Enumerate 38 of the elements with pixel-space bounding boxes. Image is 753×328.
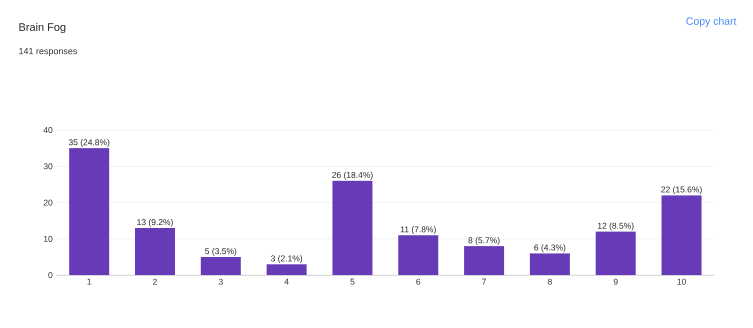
bar (200, 257, 241, 276)
y-tick-label: 40 (44, 127, 52, 133)
bar (398, 235, 438, 276)
x-tick-label: 2 (153, 278, 157, 285)
bar (530, 253, 570, 276)
y-tick-label: 30 (44, 163, 52, 170)
bar (69, 148, 110, 276)
data-label: 35 (24.8%) (68, 139, 110, 147)
data-label: 26 (18.4%) (332, 172, 373, 180)
x-tick-label: 7 (482, 278, 486, 285)
data-label: 3 (2.1%) (270, 255, 302, 264)
x-tick-label: 5 (350, 278, 354, 285)
bar (332, 180, 372, 276)
bar (266, 264, 307, 276)
x-tick-label: 9 (614, 278, 618, 285)
bar (134, 228, 175, 276)
x-tick-label: 6 (416, 278, 420, 285)
data-label: 22 (15.6%) (661, 186, 702, 194)
data-label: 6 (4.3%) (534, 244, 566, 252)
bar (596, 232, 636, 276)
x-tick-label: 4 (284, 278, 289, 285)
y-tick-label: 20 (44, 200, 52, 206)
data-label: 13 (9.2%) (137, 218, 173, 227)
x-tick-label: 1 (87, 278, 92, 285)
x-tick-label: 3 (218, 278, 223, 285)
chart-subtitle: 141 responses (19, 48, 77, 56)
bar (662, 195, 702, 276)
data-label: 11 (7.8%) (400, 226, 436, 234)
chart-title: Brain Fog (19, 22, 66, 34)
bar (464, 246, 504, 276)
x-tick-label: 8 (548, 278, 552, 285)
y-tick-label: 10 (44, 236, 52, 242)
text: Copy chart (686, 17, 736, 27)
data-label: 12 (8.5%) (598, 222, 634, 230)
data-label: 5 (3.5%) (205, 248, 236, 256)
y-tick-label: 0 (48, 272, 52, 278)
data-label: 8 (5.7%) (468, 237, 500, 245)
x-tick-label: 10 (677, 278, 686, 285)
